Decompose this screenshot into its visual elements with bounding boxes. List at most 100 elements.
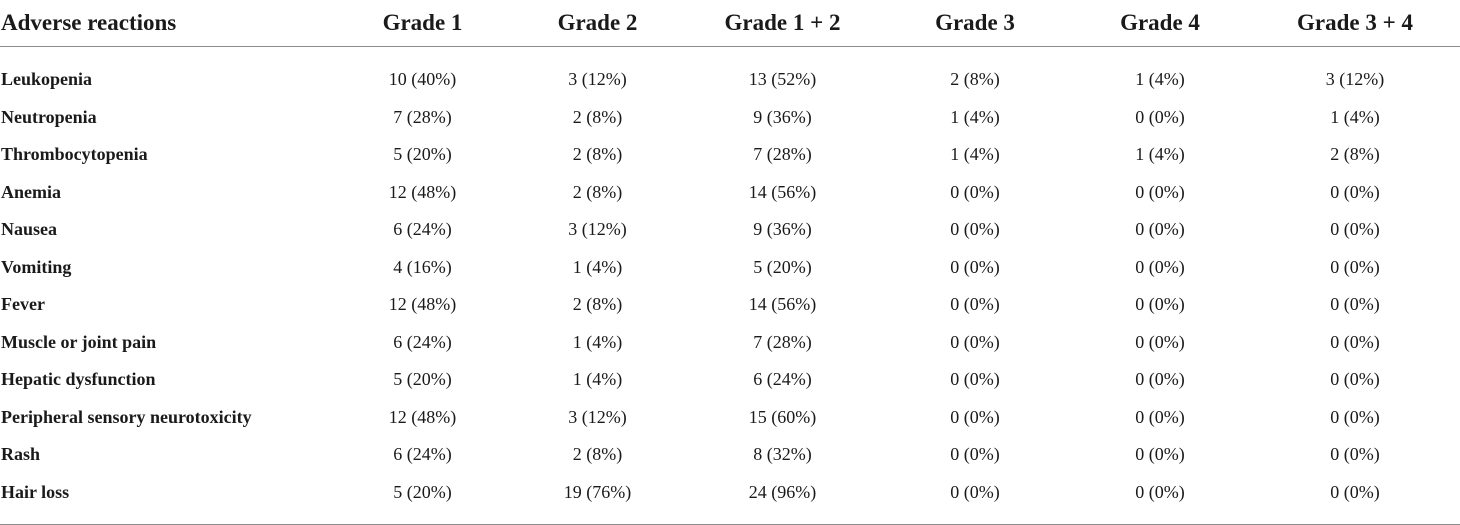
cell-grade-3-4: 0 (0%) xyxy=(1330,294,1380,315)
cell-grade-1-2: 8 (32%) xyxy=(753,444,812,465)
cell-grade-4: 0 (0%) xyxy=(1135,331,1185,352)
cell-grade-1-2: 14 (56%) xyxy=(748,181,817,202)
table-row: Leukopenia 10 (40%) 3 (12%) 13 (52%) 2 (8%) 1… xyxy=(0,61,1460,99)
cell-grade-4: 0 (0%) xyxy=(1135,481,1185,502)
cell-grade-3: 2 (8%) xyxy=(950,69,1000,90)
cell-grade-1-2: 9 (36%) xyxy=(753,219,812,240)
header-adverse-reactions: Adverse reactions xyxy=(0,0,335,47)
cell-grade-2: 1 (4%) xyxy=(572,256,623,277)
cell-grade-2: 2 (8%) xyxy=(572,294,623,315)
header-grade-3: Grade 3 xyxy=(880,0,1070,47)
cell-grade-2: 3 (12%) xyxy=(568,406,627,427)
cell-grade-1-2: 7 (28%) xyxy=(753,144,812,165)
cell-grade-1: 6 (24%) xyxy=(393,219,452,240)
cell-grade-2: 1 (4%) xyxy=(572,331,623,352)
header-row: Adverse reactions Grade 1 Grade 2 Grade … xyxy=(0,0,1460,47)
table-row: Muscle or joint pain 6 (24%) 1 (4%) 7 (28%)… xyxy=(0,324,1460,362)
row-label: Neutropenia xyxy=(1,106,97,127)
row-label: Hepatic dysfunction xyxy=(1,369,156,390)
cell-grade-1: 12 (48%) xyxy=(388,294,457,315)
cell-grade-2: 3 (12%) xyxy=(568,219,627,240)
row-label: Leukopenia xyxy=(1,69,93,90)
table-row: Hair loss 5 (20%) 19 (76%) 24 (96%) 0 (0%) 0 … xyxy=(0,474,1460,511)
cell-grade-4: 0 (0%) xyxy=(1135,181,1185,202)
cell-grade-4: 0 (0%) xyxy=(1135,444,1185,465)
cell-grade-3: 0 (0%) xyxy=(950,444,1000,465)
cell-grade-4: 0 (0%) xyxy=(1135,219,1185,240)
cell-grade-4: 1 (4%) xyxy=(1135,144,1185,165)
row-label: Anemia xyxy=(1,181,61,202)
cell-grade-1: 12 (48%) xyxy=(388,406,457,427)
cell-grade-1-2: 7 (28%) xyxy=(753,331,812,352)
cell-grade-2: 1 (4%) xyxy=(572,369,623,390)
cell-grade-1: 5 (20%) xyxy=(393,481,452,502)
row-label: Peripheral sensory neurotoxicity xyxy=(1,406,252,427)
cell-grade-1-2: 24 (96%) xyxy=(748,481,817,502)
cell-grade-4: 0 (0%) xyxy=(1135,294,1185,315)
row-label: Nausea xyxy=(1,219,58,240)
cell-grade-1-2: 13 (52%) xyxy=(748,69,817,90)
header-spacer xyxy=(0,47,1460,62)
cell-grade-1-2: 9 (36%) xyxy=(753,106,812,127)
row-label: Vomiting xyxy=(1,256,72,277)
cell-grade-1: 7 (28%) xyxy=(393,106,452,127)
cell-grade-1: 6 (24%) xyxy=(393,444,452,465)
table-row: Fever 12 (48%) 2 (8%) 14 (56%) 0 (0%) 0 (0%) 0… xyxy=(0,286,1460,324)
cell-grade-2: 2 (8%) xyxy=(572,144,623,165)
row-label: Hair loss xyxy=(1,481,70,502)
cell-grade-1: 12 (48%) xyxy=(388,181,457,202)
cell-grade-1-2: 6 (24%) xyxy=(753,369,812,390)
cell-grade-3-4: 0 (0%) xyxy=(1330,481,1380,502)
table-row: Thrombocytopenia 5 (20%) 2 (8%) 7 (28%) 1 (4… xyxy=(0,136,1460,174)
table-row: Peripheral sensory neurotoxicity 12 (48%)… xyxy=(0,399,1460,437)
header-grade-1-2: Grade 1 + 2 xyxy=(685,0,880,47)
row-label: Fever xyxy=(1,294,45,315)
row-label: Thrombocytopenia xyxy=(1,144,148,165)
cell-grade-3: 1 (4%) xyxy=(950,106,1000,127)
cell-grade-3-4: 3 (12%) xyxy=(1325,69,1385,90)
table-row: Rash 6 (24%) 2 (8%) 8 (32%) 0 (0%) 0 (0%) 0 (0… xyxy=(0,436,1460,474)
header-grade-4: Grade 4 xyxy=(1070,0,1250,47)
table-row: Neutropenia 7 (28%) 2 (8%) 9 (36%) 1 (4%) 0 (… xyxy=(0,99,1460,137)
header-grade-1: Grade 1 xyxy=(335,0,510,47)
table-row: Vomiting 4 (16%) 1 (4%) 5 (20%) 0 (0%) 0 (0%)… xyxy=(0,249,1460,287)
cell-grade-3: 0 (0%) xyxy=(950,481,1000,502)
table-row: Anemia 12 (48%) 2 (8%) 14 (56%) 0 (0%) 0 (0%)… xyxy=(0,174,1460,212)
cell-grade-3-4: 0 (0%) xyxy=(1330,181,1380,202)
cell-grade-3-4: 0 (0%) xyxy=(1330,406,1380,427)
cell-grade-2: 3 (12%) xyxy=(568,69,627,90)
cell-grade-1: 4 (16%) xyxy=(393,256,452,277)
cell-grade-4: 1 (4%) xyxy=(1135,69,1185,90)
cell-grade-3: 1 (4%) xyxy=(950,144,1000,165)
table-body: Leukopenia 10 (40%) 3 (12%) 13 (52%) 2 (8%) 1… xyxy=(0,47,1460,525)
cell-grade-1-2: 14 (56%) xyxy=(748,294,817,315)
cell-grade-4: 0 (0%) xyxy=(1135,369,1185,390)
cell-grade-3-4: 0 (0%) xyxy=(1330,256,1380,277)
cell-grade-3: 0 (0%) xyxy=(950,181,1000,202)
cell-grade-1-2: 15 (60%) xyxy=(748,406,817,427)
cell-grade-1: 6 (24%) xyxy=(393,331,452,352)
cell-grade-4: 0 (0%) xyxy=(1135,256,1185,277)
cell-grade-3-4: 0 (0%) xyxy=(1330,331,1380,352)
cell-grade-3: 0 (0%) xyxy=(950,331,1000,352)
cell-grade-4: 0 (0%) xyxy=(1135,106,1185,127)
cell-grade-3: 0 (0%) xyxy=(950,219,1000,240)
cell-grade-3: 0 (0%) xyxy=(950,256,1000,277)
table-row: Nausea 6 (24%) 3 (12%) 9 (36%) 0 (0%) 0 (0%) 0… xyxy=(0,211,1460,249)
cell-grade-1: 5 (20%) xyxy=(393,369,452,390)
header-grade-3-4: Grade 3 + 4 xyxy=(1250,0,1460,47)
cell-grade-3: 0 (0%) xyxy=(950,369,1000,390)
table-row: Hepatic dysfunction 5 (20%) 1 (4%) 6 (24%) 0… xyxy=(0,361,1460,399)
cell-grade-3-4: 0 (0%) xyxy=(1330,369,1380,390)
cell-grade-3-4: 0 (0%) xyxy=(1330,444,1380,465)
row-label: Rash xyxy=(1,444,41,465)
cell-grade-3: 0 (0%) xyxy=(950,406,1000,427)
cell-grade-2: 2 (8%) xyxy=(572,181,623,202)
cell-grade-1: 10 (40%) xyxy=(388,69,457,90)
cell-grade-1-2: 5 (20%) xyxy=(753,256,812,277)
table-header: Adverse reactions Grade 1 Grade 2 Grade … xyxy=(0,0,1460,47)
cell-grade-1: 5 (20%) xyxy=(393,144,452,165)
cell-grade-3-4: 2 (8%) xyxy=(1330,144,1380,165)
cell-grade-3-4: 0 (0%) xyxy=(1330,219,1380,240)
